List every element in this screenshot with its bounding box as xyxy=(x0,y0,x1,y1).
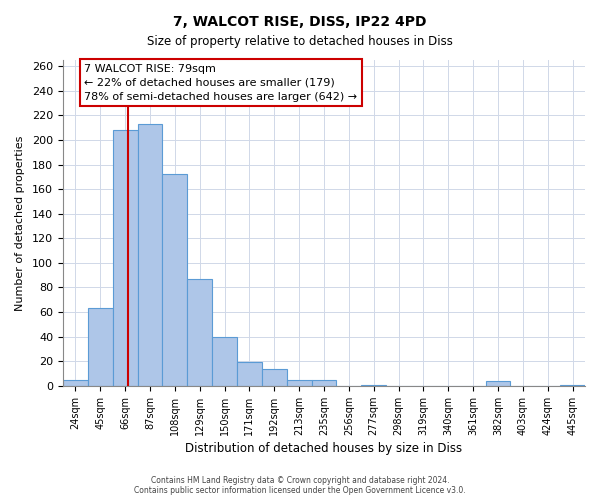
Text: 7, WALCOT RISE, DISS, IP22 4PD: 7, WALCOT RISE, DISS, IP22 4PD xyxy=(173,15,427,29)
Text: 7 WALCOT RISE: 79sqm
← 22% of detached houses are smaller (179)
78% of semi-deta: 7 WALCOT RISE: 79sqm ← 22% of detached h… xyxy=(84,64,357,102)
Bar xyxy=(63,380,88,386)
Bar xyxy=(262,368,287,386)
Bar xyxy=(560,384,585,386)
Bar xyxy=(163,174,187,386)
Bar xyxy=(287,380,311,386)
Bar xyxy=(88,308,113,386)
Y-axis label: Number of detached properties: Number of detached properties xyxy=(15,135,25,310)
Text: Size of property relative to detached houses in Diss: Size of property relative to detached ho… xyxy=(147,35,453,48)
X-axis label: Distribution of detached houses by size in Diss: Distribution of detached houses by size … xyxy=(185,442,463,455)
Bar xyxy=(212,336,237,386)
Bar xyxy=(361,384,386,386)
Bar xyxy=(237,362,262,386)
Bar xyxy=(137,124,163,386)
Text: Contains HM Land Registry data © Crown copyright and database right 2024.
Contai: Contains HM Land Registry data © Crown c… xyxy=(134,476,466,495)
Bar xyxy=(113,130,137,386)
Bar xyxy=(311,380,337,386)
Bar xyxy=(485,381,511,386)
Bar xyxy=(187,279,212,386)
